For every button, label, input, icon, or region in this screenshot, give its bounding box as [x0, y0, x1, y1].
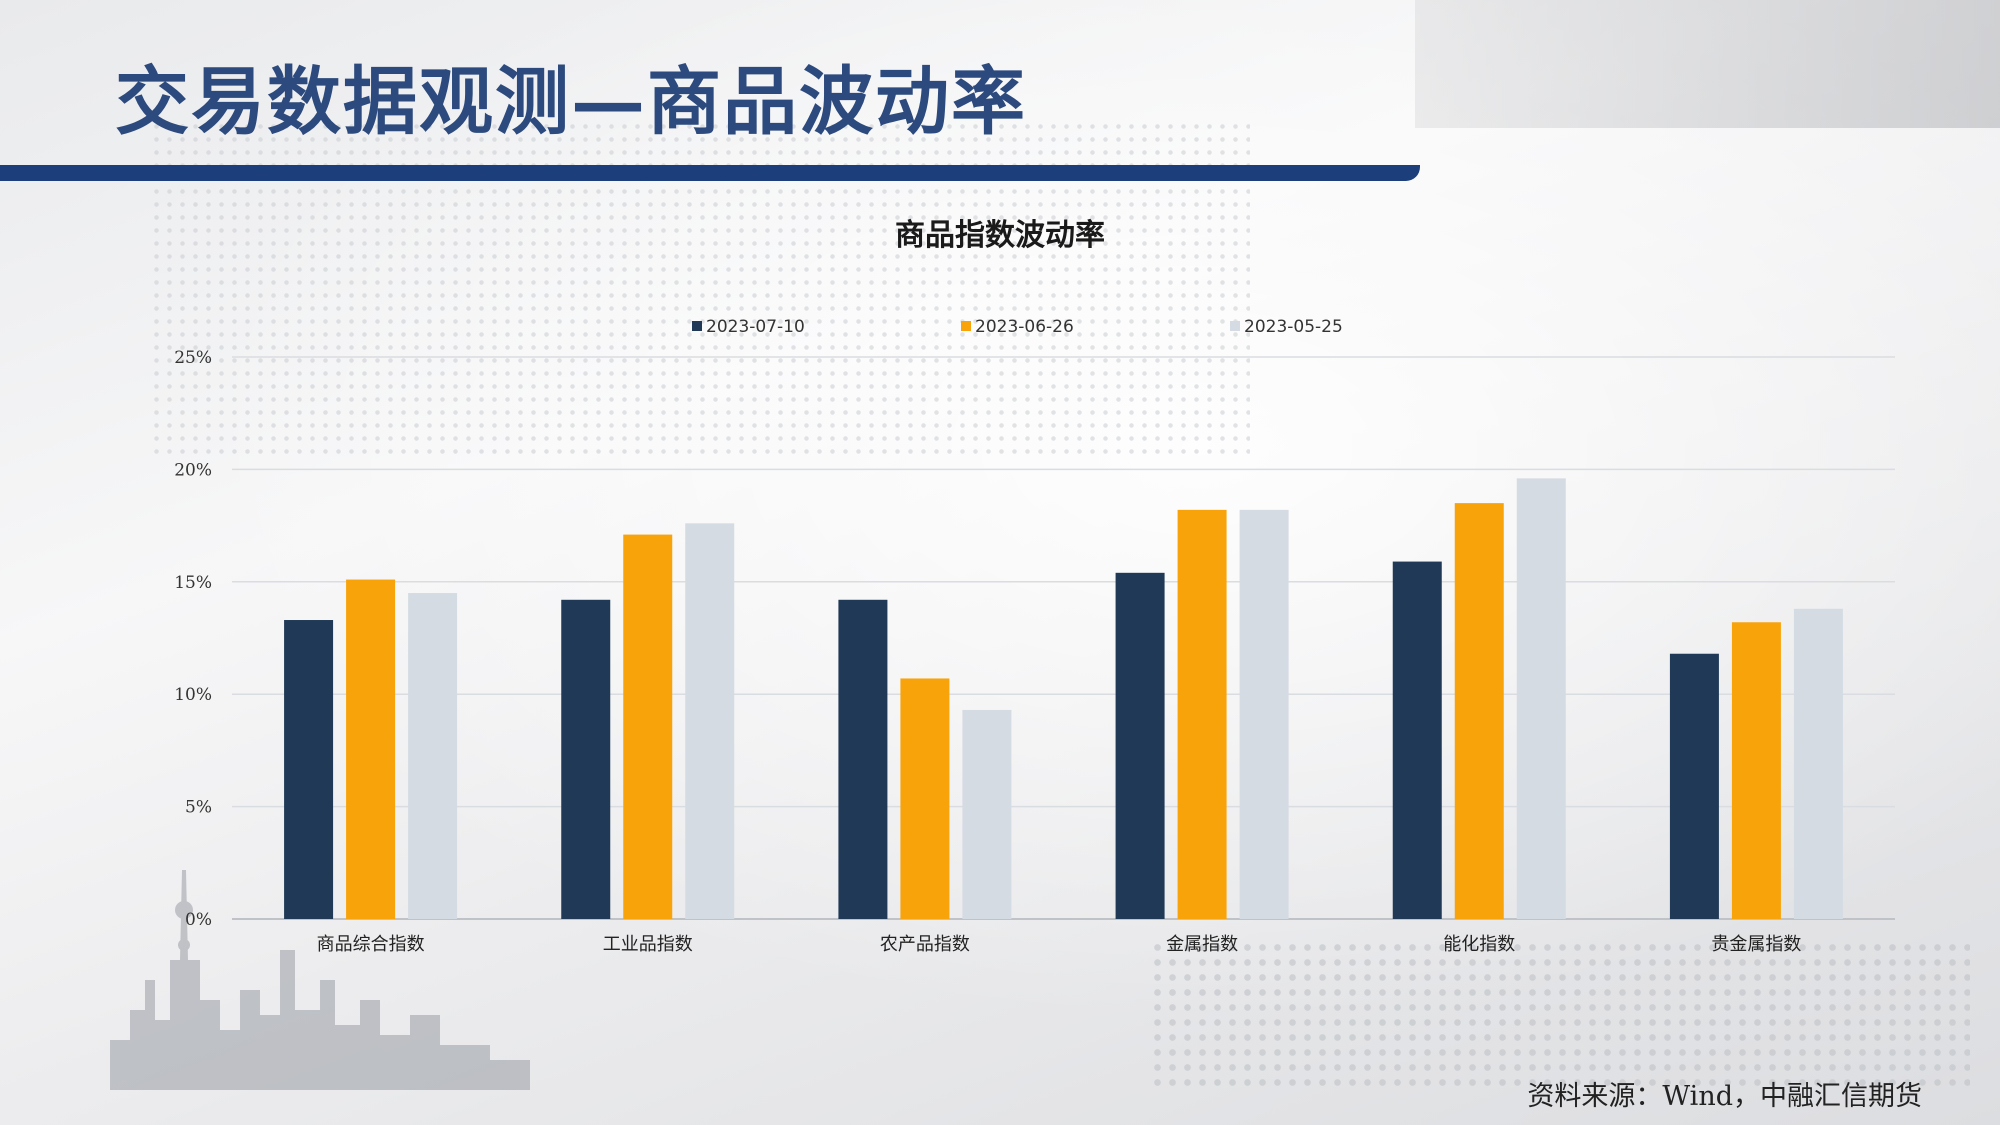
- bar: [284, 620, 334, 919]
- y-tick-label: 5%: [185, 798, 212, 818]
- x-category-label: 金属指数: [1166, 934, 1238, 955]
- y-tick-label: 25%: [174, 348, 212, 368]
- legend-label: 2023-06-26: [975, 317, 1074, 337]
- bar: [623, 534, 673, 919]
- x-category-label: 商品综合指数: [317, 934, 425, 955]
- bar: [1731, 622, 1781, 919]
- bar: [900, 678, 950, 919]
- x-category-label: 能化指数: [1443, 934, 1515, 955]
- bar: [408, 593, 458, 919]
- chart-title: 商品指数波动率: [895, 218, 1105, 253]
- y-tick-label: 0%: [185, 910, 212, 930]
- legend-swatch: [961, 321, 971, 331]
- bar: [838, 599, 888, 919]
- legend-swatch: [692, 321, 702, 331]
- legend-swatch: [1230, 321, 1240, 331]
- y-tick-label: 10%: [174, 685, 212, 705]
- legend-label: 2023-05-25: [1244, 317, 1343, 337]
- bar: [962, 709, 1012, 919]
- x-category-label: 贵金属指数: [1711, 934, 1801, 955]
- bar: [685, 523, 735, 919]
- title-underline-bar: [0, 165, 1420, 181]
- bar: [1516, 478, 1566, 919]
- x-category-label: 农产品指数: [880, 934, 970, 955]
- y-tick-label: 15%: [174, 573, 212, 593]
- y-tick-label: 20%: [174, 460, 212, 480]
- bar: [1392, 561, 1442, 919]
- legend-label: 2023-07-10: [706, 317, 805, 337]
- x-category-label: 工业品指数: [603, 934, 693, 955]
- source-note: 资料来源：Wind，中融汇信期货: [1527, 1081, 1922, 1112]
- slide-title: 交易数据观测—商品波动率: [115, 59, 1027, 145]
- bar: [1454, 503, 1504, 919]
- bar: [1115, 572, 1165, 919]
- bar: [1793, 608, 1843, 919]
- bar: [1239, 509, 1289, 919]
- bar: [346, 579, 396, 919]
- bar: [1669, 653, 1719, 919]
- bar: [561, 599, 611, 919]
- bar: [1177, 509, 1227, 919]
